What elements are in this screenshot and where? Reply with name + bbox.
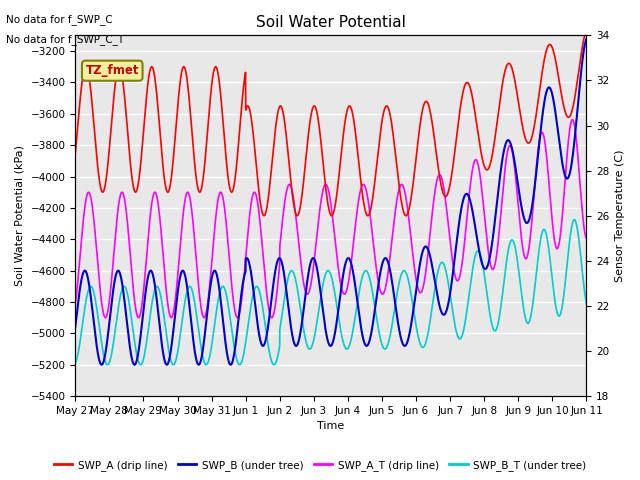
Title: Soil Water Potential: Soil Water Potential (256, 15, 406, 30)
Legend: SWP_A (drip line), SWP_B (under tree), SWP_A_T (drip line), SWP_B_T (under tree): SWP_A (drip line), SWP_B (under tree), S… (49, 456, 591, 475)
Text: No data for f_SWP_C: No data for f_SWP_C (6, 14, 113, 25)
Y-axis label: Sensor Temperature (C): Sensor Temperature (C) (615, 149, 625, 282)
Text: TZ_fmet: TZ_fmet (86, 64, 139, 77)
Text: No data for f_SWP_C_T: No data for f_SWP_C_T (6, 34, 125, 45)
Y-axis label: Soil Water Potential (kPa): Soil Water Potential (kPa) (15, 145, 25, 286)
X-axis label: Time: Time (317, 421, 344, 432)
